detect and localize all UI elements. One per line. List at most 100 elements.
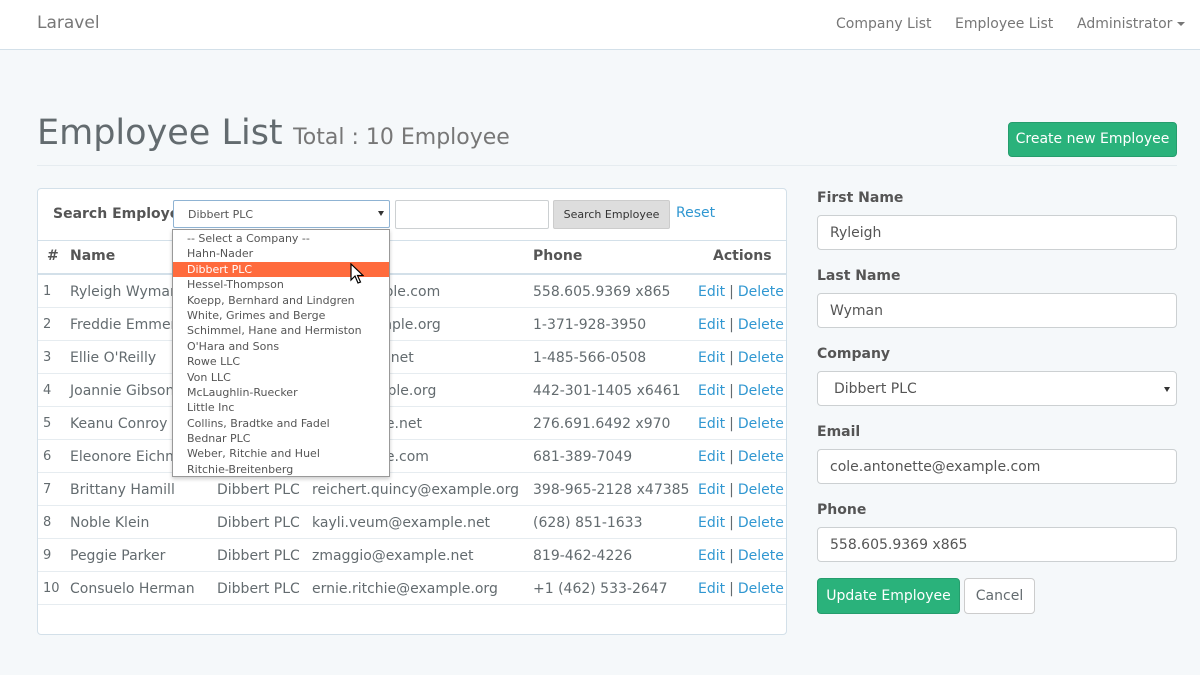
last-name-label: Last Name: [817, 268, 901, 284]
employee-phone: (628) 851-1633: [533, 515, 643, 531]
row-number: 5: [43, 416, 52, 431]
dropdown-option[interactable]: Ritchie-Breitenberg: [187, 462, 294, 476]
top-navbar: Laravel Company List Employee List Admin…: [0, 0, 1200, 50]
dropdown-option[interactable]: Schimmel, Hane and Hermiston: [187, 324, 362, 338]
edit-link[interactable]: Edit: [698, 350, 726, 366]
table-header-rule: [38, 273, 786, 275]
dropdown-option[interactable]: White, Grimes and Berge: [187, 308, 326, 322]
edit-link[interactable]: Edit: [698, 284, 726, 300]
employee-name: Peggie Parker: [70, 548, 166, 564]
employee-list-panel: Search Employee Dibbert PLC Search Emplo…: [37, 188, 787, 635]
dropdown-option[interactable]: Collins, Bradtke and Fadel: [187, 416, 330, 430]
dropdown-option[interactable]: Little Inc: [187, 401, 235, 415]
search-employee-button[interactable]: Search Employee: [553, 200, 670, 229]
delete-link[interactable]: Delete: [737, 416, 784, 432]
brand-logo[interactable]: Laravel: [37, 13, 100, 33]
employee-phone: 819-462-4226: [533, 548, 633, 564]
delete-link[interactable]: Delete: [737, 284, 784, 300]
row-number: 8: [43, 515, 52, 530]
edit-link[interactable]: Edit: [698, 317, 726, 333]
row-number: 1: [43, 284, 52, 299]
row-actions: Edit | Delete: [698, 383, 784, 399]
row-number: 7: [43, 482, 52, 497]
delete-link[interactable]: Delete: [737, 581, 784, 597]
row-actions: Edit | Delete: [698, 317, 784, 333]
action-separator: |: [729, 449, 734, 465]
employee-name: Ellie O'Reilly: [70, 350, 157, 366]
edit-link[interactable]: Edit: [698, 449, 726, 465]
employee-phone: 558.605.9369 x865: [533, 284, 671, 300]
action-separator: |: [729, 482, 734, 498]
company-filter-select[interactable]: Dibbert PLC: [173, 200, 390, 228]
employee-name: Joannie Gibson: [70, 383, 175, 399]
phone-input[interactable]: 558.605.9369 x865: [817, 527, 1177, 562]
first-name-label: First Name: [817, 190, 904, 206]
action-separator: |: [729, 515, 734, 531]
dropdown-option[interactable]: Rowe LLC: [187, 355, 241, 369]
search-input[interactable]: [395, 200, 549, 229]
dropdown-option[interactable]: Hessel-Thompson: [187, 278, 284, 292]
dropdown-option[interactable]: Bednar PLC: [187, 432, 251, 446]
dropdown-placeholder-option[interactable]: -- Select a Company --: [187, 232, 310, 245]
edit-link[interactable]: Edit: [698, 416, 726, 432]
row-actions: Edit | Delete: [698, 449, 784, 465]
employee-email: ernie.ritchie@example.org: [312, 581, 498, 597]
action-separator: |: [729, 350, 734, 366]
user-name: Administrator: [1077, 16, 1173, 32]
row-actions: Edit | Delete: [698, 482, 784, 498]
user-menu[interactable]: Administrator: [1077, 16, 1186, 32]
reset-link[interactable]: Reset: [676, 205, 716, 221]
employee-name: Noble Klein: [70, 515, 150, 531]
delete-link[interactable]: Delete: [737, 482, 784, 498]
email-input[interactable]: cole.antonette@example.com: [817, 449, 1177, 484]
edit-link[interactable]: Edit: [698, 515, 726, 531]
company-dropdown-list: -- Select a Company -- Hahn-Nader Dibbert …: [172, 229, 390, 477]
table-row: 10 Consuelo Herman Dibbert PLC ernie.ritchi…: [38, 572, 786, 605]
cancel-button[interactable]: Cancel: [964, 578, 1035, 614]
row-number: 2: [43, 317, 52, 332]
nav-company-list[interactable]: Company List: [836, 16, 932, 32]
edit-link[interactable]: Edit: [698, 581, 726, 597]
dropdown-option[interactable]: Dibbert PLC: [173, 261, 389, 278]
delete-link[interactable]: Delete: [737, 515, 784, 531]
delete-link[interactable]: Delete: [737, 548, 784, 564]
row-actions: Edit | Delete: [698, 581, 784, 597]
nav-employee-list[interactable]: Employee List: [955, 16, 1054, 32]
row-actions: Edit | Delete: [698, 416, 784, 432]
employee-name: Ryleigh Wyman: [70, 284, 179, 300]
dropdown-option[interactable]: Koepp, Bernhard and Lindgren: [187, 293, 355, 307]
employee-company: Dibbert PLC: [217, 548, 300, 564]
col-header-phone: Phone: [533, 248, 583, 264]
page-heading: Employee List: [37, 113, 283, 153]
last-name-input[interactable]: Wyman: [817, 293, 1177, 328]
edit-link[interactable]: Edit: [698, 482, 726, 498]
employee-name: Eleonore Eichm: [70, 449, 179, 465]
delete-link[interactable]: Delete: [737, 383, 784, 399]
action-separator: |: [729, 548, 734, 564]
delete-link[interactable]: Delete: [737, 449, 784, 465]
dropdown-option[interactable]: McLaughlin-Ruecker: [187, 385, 298, 399]
dropdown-option[interactable]: Weber, Ritchie and Huel: [187, 447, 320, 461]
employee-email: zmaggio@example.net: [312, 548, 474, 564]
employee-name: Brittany Hamill: [70, 482, 175, 498]
col-header-num: #: [47, 248, 59, 264]
dropdown-option[interactable]: Von LLC: [187, 370, 231, 384]
dropdown-option[interactable]: Hahn-Nader: [187, 247, 254, 261]
delete-link[interactable]: Delete: [737, 317, 784, 333]
delete-link[interactable]: Delete: [737, 350, 784, 366]
company-label: Company: [817, 346, 891, 362]
action-separator: |: [729, 383, 734, 399]
update-employee-button[interactable]: Update Employee: [817, 578, 960, 614]
dropdown-option[interactable]: O'Hara and Sons: [187, 339, 280, 353]
first-name-input[interactable]: Ryleigh: [817, 215, 1177, 250]
create-employee-button[interactable]: Create new Employee: [1008, 122, 1177, 157]
page-title: Employee List Total : 10 Employee: [37, 113, 510, 153]
company-select[interactable]: Dibbert PLC: [817, 371, 1177, 406]
employee-company: Dibbert PLC: [217, 581, 300, 597]
search-label: Search Employee: [53, 206, 189, 222]
edit-link[interactable]: Edit: [698, 383, 726, 399]
edit-link[interactable]: Edit: [698, 548, 726, 564]
